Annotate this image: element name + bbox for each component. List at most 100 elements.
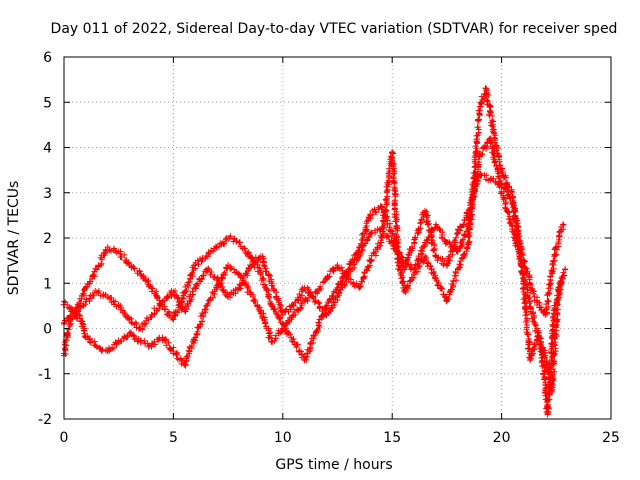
marker-trail [291, 341, 308, 363]
data-point [527, 357, 534, 364]
marker-trail [149, 299, 166, 318]
marker-trail [541, 245, 560, 317]
marker-trail [269, 303, 286, 327]
marker-trail [106, 339, 120, 354]
x-tick-label: 15 [383, 430, 401, 446]
marker-trail [182, 336, 198, 369]
marker-trail [193, 268, 210, 289]
marker-trail [411, 254, 427, 278]
marker-trail [170, 349, 188, 367]
series-track-c [60, 85, 566, 418]
x-tick-label: 5 [169, 430, 178, 446]
y-tick-label: -2 [38, 412, 52, 428]
marker-trail [236, 239, 252, 260]
y-tick-label: -1 [38, 367, 52, 383]
data-point [192, 334, 199, 341]
marker-trail [83, 287, 99, 305]
y-tick-label: 0 [43, 322, 52, 338]
marker-trail [291, 298, 306, 318]
marker-trail [368, 240, 384, 264]
marker-trail [139, 314, 155, 333]
marker-trail [464, 103, 484, 246]
marker-trail [476, 136, 493, 158]
data-point [170, 316, 177, 323]
y-axis-label: SDTVAR / TECUs [6, 181, 22, 296]
data-point [76, 311, 83, 318]
marker-trail [192, 254, 209, 268]
marker-trail [117, 248, 132, 267]
marker-trail [247, 290, 263, 315]
data-point [559, 221, 566, 228]
marker-trail [161, 303, 176, 322]
marker-trail [257, 253, 275, 285]
y-tick-label: 6 [43, 50, 52, 66]
marker-trail [489, 128, 506, 172]
data-point [268, 302, 275, 309]
marker-trail [117, 302, 132, 321]
marker-trail [509, 193, 527, 287]
marker-trail [95, 288, 109, 300]
marker-trail [226, 233, 240, 245]
data-point [476, 103, 483, 110]
marker-trail [434, 223, 449, 247]
marker-trail [257, 270, 275, 308]
x-tick-label: 0 [60, 430, 69, 446]
marker-trail [138, 272, 154, 290]
data-point [562, 266, 569, 273]
y-tick-label: 5 [43, 95, 52, 111]
marker-trail [519, 281, 534, 362]
marker-trail [182, 262, 199, 296]
marker-trail [356, 214, 374, 251]
marker-trail [334, 264, 351, 279]
marker-trail [193, 306, 209, 338]
y-tick-label: 2 [43, 231, 52, 247]
chart-title: Day 011 of 2022, Sidereal Day-to-day VTE… [51, 21, 618, 37]
marker-trail [95, 246, 110, 270]
marker-trail [443, 265, 461, 304]
marker-trail [106, 245, 120, 256]
marker-trail [482, 85, 497, 133]
data-point [483, 85, 490, 92]
marker-trail [72, 301, 89, 314]
ticks: 0 5 10 15 20 25 -2 -1 0 1 2 3 4 5 6 [38, 50, 620, 446]
marker-trail [128, 263, 143, 277]
marker-trail [357, 231, 373, 258]
data-point [559, 275, 566, 282]
marker-trail [302, 332, 318, 363]
marker-trail [543, 307, 558, 416]
marker-trail [84, 333, 99, 349]
x-axis-label: GPS time / hours [275, 457, 392, 473]
marker-trail [161, 287, 175, 304]
marker-trail [161, 336, 177, 354]
marker-trail [477, 170, 494, 184]
marker-trail [269, 327, 286, 345]
marker-trail [356, 257, 374, 290]
marker-trail [268, 282, 286, 316]
data-point [402, 289, 409, 296]
marker-trail [552, 222, 567, 251]
marker-trail [368, 226, 383, 236]
marker-trail [456, 240, 472, 271]
marker-trail [531, 294, 548, 317]
marker-trail [83, 265, 99, 290]
marker-trail [281, 312, 296, 333]
data-points [60, 85, 569, 418]
y-tick-label: 1 [43, 276, 52, 292]
marker-trail [551, 279, 565, 313]
marker-trail [115, 332, 131, 345]
marker-trail [388, 149, 403, 266]
marker-trail [213, 264, 231, 290]
marker-trail [257, 309, 275, 345]
y-tick-label: 3 [43, 186, 52, 202]
marker-trail [345, 254, 362, 275]
x-tick-label: 20 [493, 430, 511, 446]
x-tick-label: 25 [602, 430, 620, 446]
marker-trail [227, 263, 242, 277]
marker-trail [127, 329, 142, 345]
marker-trail [204, 284, 220, 309]
marker-trail [395, 263, 408, 295]
x-tick-label: 10 [274, 430, 292, 446]
marker-trail [323, 294, 341, 319]
